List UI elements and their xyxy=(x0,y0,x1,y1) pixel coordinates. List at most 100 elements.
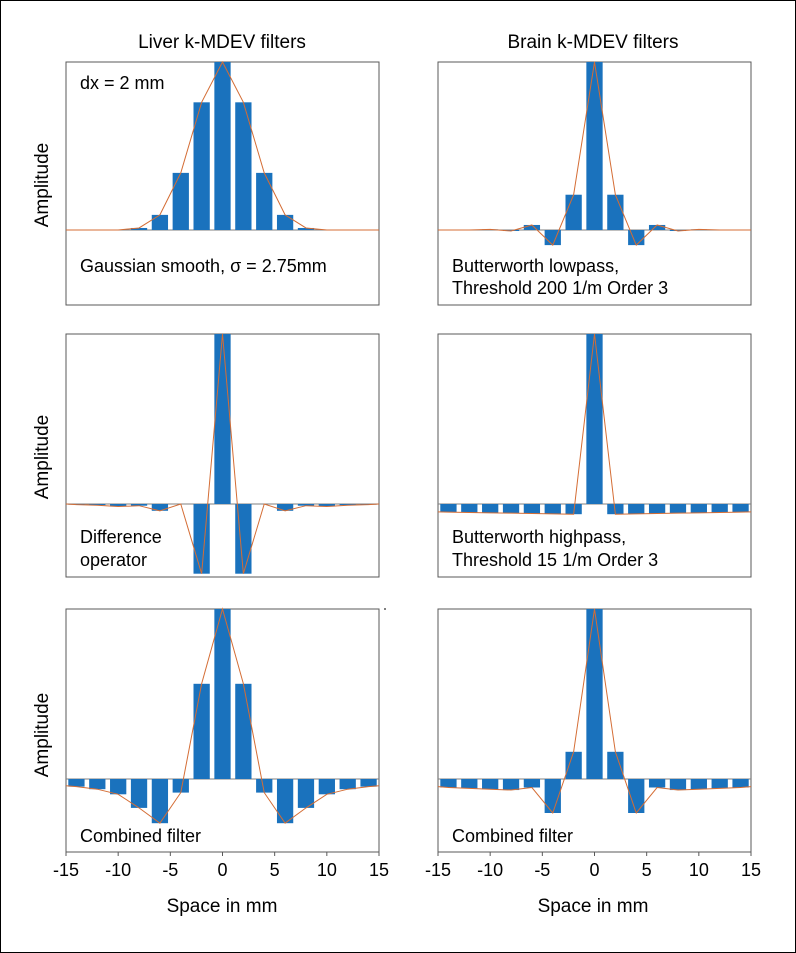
bar xyxy=(89,504,106,506)
annotation-dx: dx = 2 mm xyxy=(80,73,165,93)
x-axis-label-liver: Space in mm xyxy=(167,896,278,917)
bar xyxy=(607,751,624,779)
bar xyxy=(523,504,541,514)
bar xyxy=(544,779,561,813)
bar xyxy=(151,779,169,824)
x-tick-label: -15 xyxy=(53,860,79,880)
y-axis-label-row2: Amplitude xyxy=(32,415,53,500)
annotation-difference-line1: Difference xyxy=(80,527,162,547)
bar xyxy=(482,779,499,790)
bar xyxy=(669,779,687,791)
bar xyxy=(214,609,231,779)
bar xyxy=(461,779,478,789)
x-tick-label: -15 xyxy=(425,860,451,880)
annotation-combined-brain: Combined filter xyxy=(452,826,573,846)
bar xyxy=(586,334,603,504)
bar xyxy=(565,751,582,779)
bar xyxy=(235,102,252,230)
filter-curve xyxy=(66,60,379,231)
bar xyxy=(711,779,728,789)
panel-brain-highpass: Butterworth highpass, Threshold 15 1/m Or… xyxy=(437,333,752,578)
x-tick-label: 0 xyxy=(217,860,227,880)
y-axis-label-row3: Amplitude xyxy=(32,693,53,778)
bar xyxy=(256,779,273,793)
bar xyxy=(648,504,666,514)
bar xyxy=(151,214,169,230)
bar xyxy=(110,504,127,507)
bar xyxy=(586,609,603,779)
panel-liver-combined: Combined filter xyxy=(65,607,380,853)
x-tick-label: 15 xyxy=(741,860,761,880)
x-tick-label: 10 xyxy=(317,860,337,880)
bar xyxy=(732,779,749,788)
bar xyxy=(110,779,127,795)
bar xyxy=(130,227,148,230)
bar xyxy=(297,504,315,506)
x-axis-label-brain: Space in mm xyxy=(538,896,649,917)
bar xyxy=(440,504,457,513)
bar xyxy=(193,102,210,230)
x-ticks-liver: -15 -10 -5 0 5 10 15 xyxy=(53,852,389,880)
bar xyxy=(690,504,707,513)
x-tick-label: -10 xyxy=(105,860,131,880)
bar xyxy=(565,504,582,515)
column-title-liver: Liver k-MDEV filters xyxy=(138,32,306,53)
bar xyxy=(523,224,541,230)
x-tick-label: 5 xyxy=(642,860,652,880)
bar xyxy=(440,779,457,788)
bar xyxy=(89,779,106,790)
stray-dot xyxy=(384,608,386,610)
annotation-highpass-line2: Threshold 15 1/m Order 3 xyxy=(452,550,658,570)
bar xyxy=(151,504,169,511)
bar xyxy=(235,504,252,574)
bar xyxy=(172,779,189,793)
panel-liver-gaussian: dx = 2 mm Gaussian smooth, σ = 2.75mm xyxy=(65,60,380,306)
bar xyxy=(732,504,749,513)
annotation-lowpass-line2: Threshold 200 1/m Order 3 xyxy=(452,278,668,298)
bar xyxy=(193,504,210,574)
bar xyxy=(607,194,624,230)
bar xyxy=(276,779,294,824)
x-tick-label: -5 xyxy=(162,860,178,880)
bar xyxy=(256,172,273,230)
bar xyxy=(482,504,499,513)
x-tick-label: 10 xyxy=(689,860,709,880)
annotation-combined-liver: Combined filter xyxy=(80,826,201,846)
bar xyxy=(502,504,520,514)
bar xyxy=(648,224,666,230)
bar xyxy=(648,779,666,788)
x-tick-label: -5 xyxy=(534,860,550,880)
bar xyxy=(297,779,315,808)
panel-brain-combined: Combined filter xyxy=(437,608,752,853)
column-title-brain: Brain k-MDEV filters xyxy=(507,32,678,53)
bar xyxy=(502,779,520,791)
x-tick-label: -10 xyxy=(477,860,503,880)
bar xyxy=(318,504,335,507)
x-tick-label: 0 xyxy=(589,860,599,880)
bar xyxy=(544,504,561,514)
filter-curve xyxy=(437,608,752,815)
annotation-highpass-line1: Butterworth highpass, xyxy=(452,527,626,547)
bar xyxy=(628,504,645,514)
annotation-gaussian: Gaussian smooth, σ = 2.75mm xyxy=(80,256,327,276)
x-ticks-brain: -15 -10 -5 0 5 10 15 xyxy=(425,852,761,880)
bar xyxy=(276,214,294,230)
annotation-difference-line2: operator xyxy=(80,550,147,570)
bar xyxy=(607,504,624,515)
bar xyxy=(523,779,541,788)
bar xyxy=(235,683,252,779)
y-axis-label-row1: Amplitude xyxy=(32,143,53,228)
bar xyxy=(214,334,231,504)
bar xyxy=(276,504,294,511)
bar xyxy=(339,779,356,790)
x-tick-label: 5 xyxy=(270,860,280,880)
bar xyxy=(68,779,85,787)
bar xyxy=(130,779,148,808)
bar xyxy=(130,504,148,506)
bar xyxy=(628,779,645,813)
bar xyxy=(318,779,335,795)
bar xyxy=(172,172,189,230)
filter-curve xyxy=(438,61,751,246)
filter-curve xyxy=(65,607,380,824)
bar xyxy=(193,683,210,779)
